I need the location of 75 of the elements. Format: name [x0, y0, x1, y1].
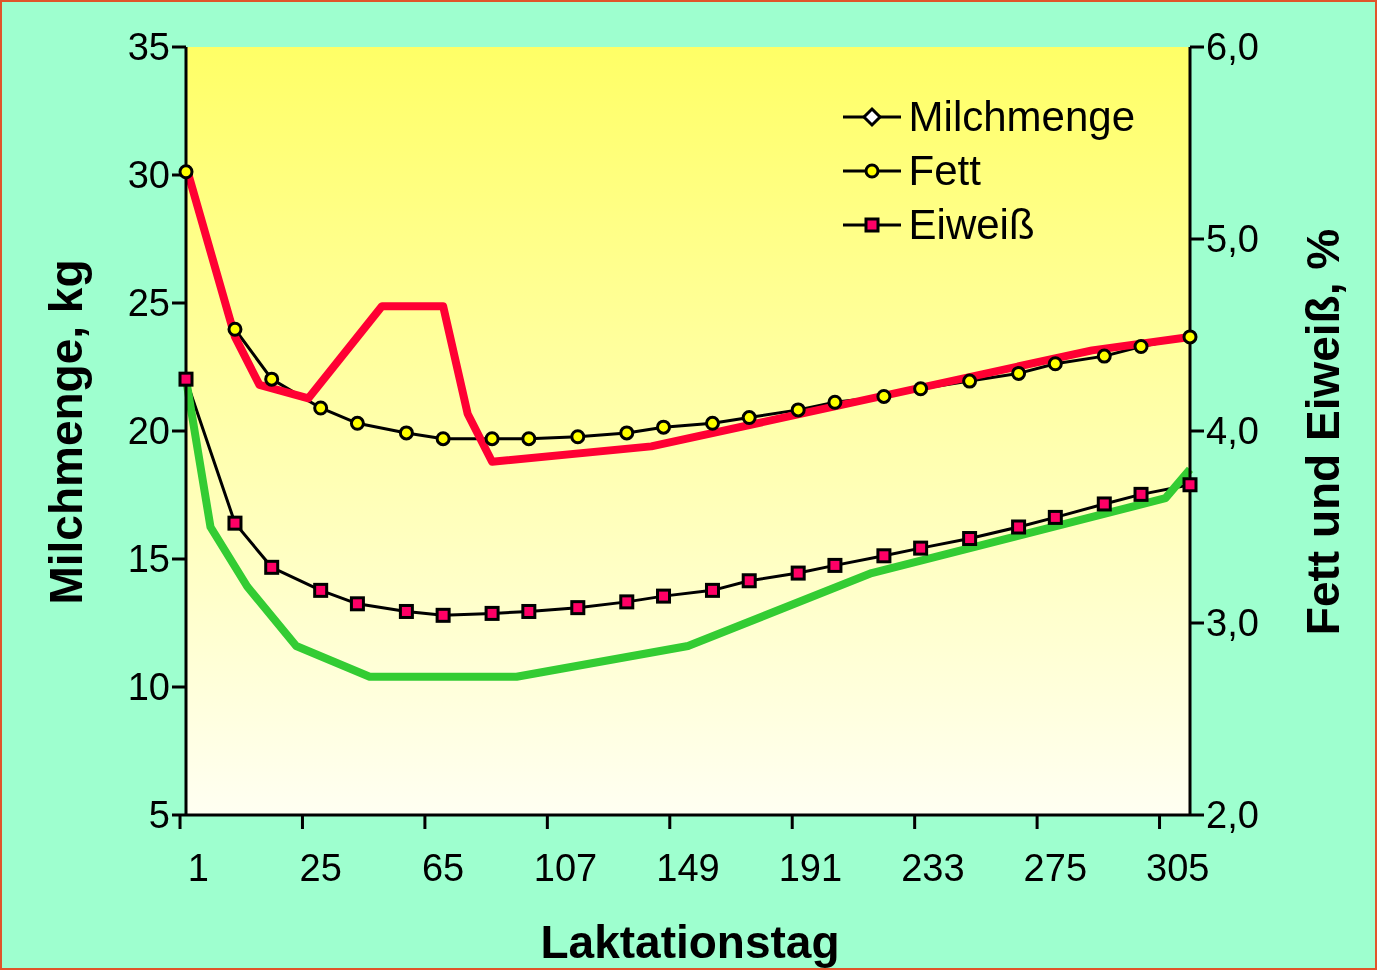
x-axis-title: Laktationstag — [540, 916, 840, 968]
y-tick-label: 5 — [148, 794, 170, 837]
point — [570, 429, 586, 445]
point — [1182, 329, 1198, 345]
legend-label: Fett — [908, 146, 981, 196]
point — [435, 607, 451, 623]
point — [435, 431, 451, 447]
point — [1133, 486, 1149, 502]
point — [484, 431, 500, 447]
x-tick-label: 1 — [187, 847, 209, 889]
point — [1047, 356, 1063, 372]
point — [741, 573, 757, 589]
point — [913, 540, 929, 556]
point — [1096, 496, 1112, 512]
point — [521, 603, 537, 619]
x-tick-label: 305 — [1146, 847, 1210, 889]
point — [1047, 509, 1063, 525]
point — [619, 425, 635, 441]
point — [741, 410, 757, 426]
point — [827, 394, 843, 410]
point — [656, 588, 672, 604]
point — [913, 381, 929, 397]
point — [264, 371, 280, 387]
point — [704, 582, 720, 598]
legend-label: Milchmenge — [908, 92, 1135, 142]
point — [1182, 477, 1198, 493]
point — [827, 557, 843, 573]
point — [398, 425, 414, 441]
point — [876, 548, 892, 564]
y-tick-label: 25 — [127, 282, 170, 325]
x-tick-label: 65 — [421, 847, 465, 889]
point — [570, 600, 586, 616]
point — [227, 321, 243, 337]
point — [398, 603, 414, 619]
y-tick-label: 20 — [127, 410, 170, 453]
y-tick-label: 35 — [127, 26, 170, 69]
point — [1011, 519, 1027, 535]
point — [313, 582, 329, 598]
y2-tick-label: 2,0 — [1206, 794, 1259, 837]
x-tick-label: 149 — [656, 847, 720, 889]
point — [619, 594, 635, 610]
x-tick-label: 25 — [299, 847, 342, 889]
point — [178, 164, 194, 180]
point — [876, 388, 892, 404]
point — [178, 371, 194, 387]
point — [962, 531, 978, 547]
point — [313, 400, 329, 416]
point — [790, 402, 806, 418]
y2-tick-label: 5,0 — [1206, 218, 1259, 261]
y-tick-label: 15 — [127, 538, 170, 581]
point — [349, 415, 365, 431]
point — [790, 565, 806, 581]
point — [1096, 348, 1112, 364]
point — [704, 415, 720, 431]
y2-tick-label: 3,0 — [1206, 602, 1259, 645]
point — [349, 596, 365, 612]
y-tick-label: 10 — [127, 666, 170, 709]
point — [656, 419, 672, 435]
x-tick-label: 107 — [533, 847, 598, 889]
y2-tick-label: 6,0 — [1206, 26, 1259, 69]
legend-label: Eiweiß — [908, 200, 1035, 250]
point — [1133, 339, 1149, 355]
y2-tick-label: 4,0 — [1206, 410, 1259, 453]
point — [264, 559, 280, 575]
point — [521, 431, 537, 447]
y-axis-title: Milchmenge, kg — [40, 259, 92, 605]
point — [484, 605, 500, 621]
x-tick-label: 275 — [1023, 847, 1088, 889]
point — [962, 373, 978, 389]
y2-axis-title: Fett und Eiweiß, % — [1297, 228, 1349, 636]
x-tick-label: 191 — [778, 847, 843, 889]
y-tick-label: 30 — [127, 154, 170, 197]
x-tick-label: 233 — [901, 847, 965, 889]
point — [227, 515, 243, 531]
point — [1011, 365, 1027, 381]
